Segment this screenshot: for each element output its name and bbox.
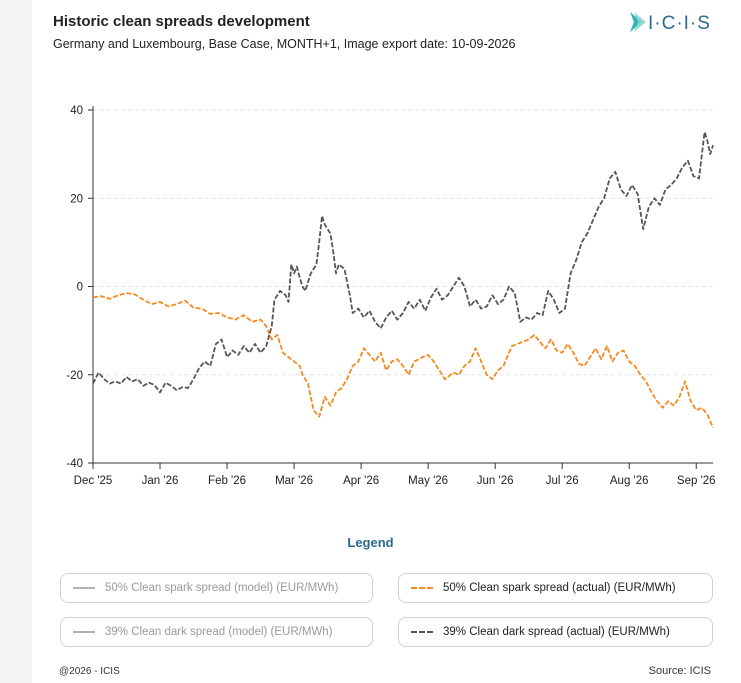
x-tick-label: Mar '26 (275, 475, 313, 487)
y-tick-label: 20 (70, 193, 83, 205)
chart-card (32, 0, 741, 683)
x-tick-label: May '26 (408, 475, 448, 487)
x-tick-label: Jun '26 (477, 475, 514, 487)
legend-label: 50% Clean spark spread (actual) (EUR/MWh… (443, 582, 676, 594)
legend-label: 39% Clean dark spread (model) (EUR/MWh) (105, 626, 333, 638)
chart-subtitle: Germany and Luxembourg, Base Case, MONTH… (53, 37, 516, 51)
copyright-text: @2026 - ICIS (59, 666, 120, 677)
x-tick-label: Apr '26 (343, 475, 379, 487)
source-text: Source: ICIS (648, 665, 711, 677)
chart-title: Historic clean spreads development (53, 13, 310, 30)
x-tick-label: Sep '26 (677, 475, 716, 487)
legend-swatch-spark-model (73, 587, 95, 589)
x-tick-label: Jul '26 (546, 475, 579, 487)
x-tick-label: Jan '26 (142, 475, 179, 487)
legend-item-spark-model[interactable]: 50% Clean spark spread (model) (EUR/MWh) (60, 573, 373, 603)
series-clean-spark-actual (92, 292, 714, 429)
y-tick-label: 0 (77, 282, 83, 294)
y-tick-label: -40 (66, 458, 83, 470)
legend-title: Legend (347, 535, 394, 550)
y-tick-label: -20 (66, 370, 83, 382)
legend-swatch-dark-model (73, 631, 95, 633)
x-tick-label: Dec '25 (74, 475, 113, 487)
x-tick-label: Aug '26 (610, 475, 649, 487)
line-chart: 40 20 0 -20 -40 Dec '25 Jan '26 Feb '26 Mar '26 A… (66, 105, 715, 487)
legend-item-dark-model[interactable]: 39% Clean dark spread (model) (EUR/MWh) (60, 617, 373, 647)
legend-swatch-dark-actual (411, 631, 433, 633)
series-lines (92, 131, 714, 429)
series-clean-dark-actual (92, 131, 714, 394)
icis-logo[interactable]: I·C·I·S (628, 8, 723, 36)
legend-label: 50% Clean spark spread (model) (EUR/MWh) (105, 582, 339, 594)
logo-arrow-icon (630, 12, 642, 32)
legend-label: 39% Clean dark spread (actual) (EUR/MWh) (443, 626, 670, 638)
grid-lines (93, 109, 713, 376)
axes: 40 20 0 -20 -40 Dec '25 Jan '26 Feb '26 Mar '26 A… (66, 105, 715, 487)
logo-text: I·C·I·S (648, 13, 711, 34)
x-tick-label: Feb '26 (208, 475, 246, 487)
legend-item-dark-actual[interactable]: 39% Clean dark spread (actual) (EUR/MWh) (398, 617, 713, 647)
y-tick-label: 40 (70, 105, 83, 117)
legend-swatch-spark-actual (411, 587, 433, 589)
legend-item-spark-actual[interactable]: 50% Clean spark spread (actual) (EUR/MWh… (398, 573, 713, 603)
